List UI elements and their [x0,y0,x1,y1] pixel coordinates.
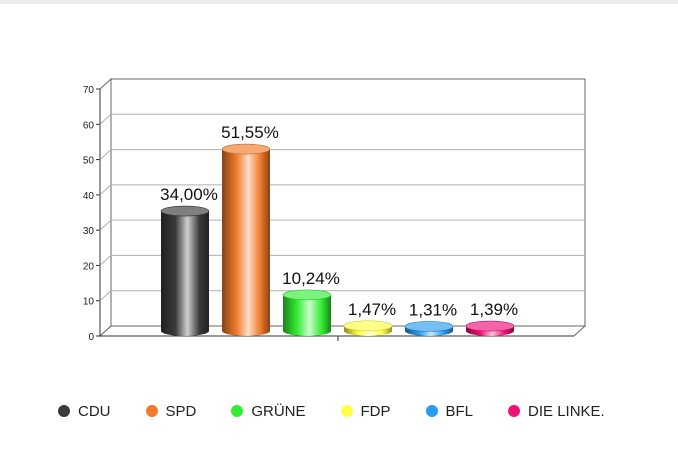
y-tick-label: 20 [83,261,95,272]
legend-label: CDU [78,402,111,420]
legend-item-cdu: CDU [58,403,111,420]
legend-marker [425,405,438,417]
legend-marker [340,405,353,417]
y-tick-label: 40 [83,191,95,202]
bar-top [160,205,210,217]
bar-bfl [404,321,454,336]
bar-top [221,143,271,155]
legend-label: DIE LINKE. [528,402,605,420]
legend-item-bfl: BFL [425,402,474,420]
y-axis-ticks: 0 10 20 30 40 50 60 70 [83,85,100,343]
legend-item-die-linke: DIE LINKE. [508,403,605,420]
grid-line-side [99,184,112,196]
bar-top [343,320,393,332]
bar-gr-ne [282,289,332,336]
legend-marker [145,405,158,417]
bar-body [283,294,331,336]
left-wall [99,77,112,338]
y-tick-label: 10 [83,297,95,308]
legend-item-spd: SPD [145,402,197,420]
data-label-die-linke: 1,39% [470,300,518,319]
y-tick-label: 50 [83,156,95,167]
legend-label: FDP [360,402,391,420]
legend-marker [58,405,70,417]
legend-label: GRÜNE [251,402,306,420]
legend-marker [231,405,244,417]
data-label-bfl: 1,31% [409,300,457,319]
grid-line-side [99,219,112,231]
bar-spd [221,143,271,336]
y-tick-label: 60 [83,120,95,131]
bars [160,143,515,336]
bar-die-linke [465,320,515,336]
legend-marker [508,405,521,417]
data-label-cdu: 34,00% [160,185,218,204]
bar-top [465,320,515,332]
top-bar [0,0,678,4]
data-labels: 34,00% 51,55% 10,24% 1,47% 1,31% 1,39% [160,123,518,319]
grid-line-side [99,113,112,125]
y-tick-label: 70 [83,85,95,96]
legend-label: BFL [445,402,474,420]
bar-fdp [343,320,393,336]
grid-line-side [99,149,112,160]
legend-item-gr-ne: GRÜNE [231,402,306,420]
data-label-spd: 51,55% [221,123,279,142]
data-label-gr-ne: 10,24% [282,269,340,288]
bar-top [282,289,332,301]
legend-item-fdp: FDP [340,402,391,420]
bar-body [161,211,209,336]
grid-line-side [99,255,112,266]
legend: CDU SPD GRÜNE FDP BFL DIE LINKE. [58,401,640,421]
bar-body [222,149,270,336]
grid-line-side [99,290,112,302]
y-tick-label: 30 [83,226,95,237]
bar-cdu [160,205,210,336]
y-tick-label: 0 [88,332,94,343]
data-label-fdp: 1,47% [348,300,396,319]
legend-label: SPD [165,402,197,420]
bar-top [404,321,454,332]
